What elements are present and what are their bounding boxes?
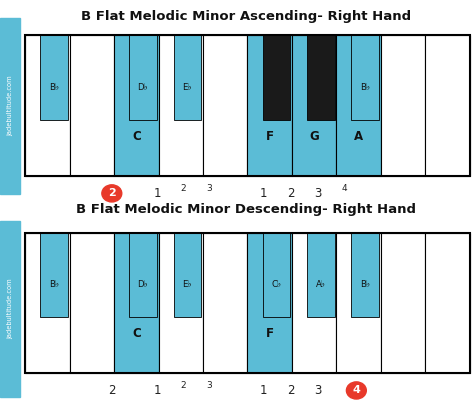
Bar	[173, 233, 201, 317]
Bar	[425, 35, 470, 176]
Bar	[203, 233, 247, 373]
Text: B♭: B♭	[360, 280, 370, 289]
Bar	[0, 221, 20, 397]
Text: B♭: B♭	[49, 83, 59, 92]
Text: 1: 1	[260, 187, 268, 200]
Text: A: A	[354, 130, 363, 143]
Text: 1: 1	[154, 384, 161, 397]
Bar	[337, 35, 381, 176]
Bar	[203, 35, 247, 176]
Text: C: C	[132, 130, 141, 143]
Bar	[25, 233, 470, 373]
Bar	[25, 35, 70, 176]
Bar	[307, 233, 335, 317]
Bar	[247, 233, 292, 373]
Bar	[173, 35, 201, 120]
Text: 4: 4	[342, 184, 347, 193]
Text: 2: 2	[287, 187, 295, 200]
Text: 2: 2	[180, 381, 186, 390]
Text: F: F	[265, 130, 273, 143]
Text: B Flat Melodic Minor Descending- Right Hand: B Flat Melodic Minor Descending- Right H…	[76, 203, 417, 216]
Bar	[40, 233, 68, 317]
Text: C♭: C♭	[271, 280, 282, 289]
Text: G: G	[309, 130, 319, 143]
Text: D♭: D♭	[137, 83, 148, 92]
Bar	[158, 233, 203, 373]
Bar	[158, 35, 203, 176]
Bar	[307, 35, 335, 120]
Bar	[40, 35, 68, 120]
Text: 1: 1	[260, 384, 268, 397]
Bar	[0, 18, 20, 194]
Text: F: F	[265, 327, 273, 340]
Text: E♭: E♭	[182, 280, 192, 289]
Bar	[129, 35, 157, 120]
Bar	[25, 233, 70, 373]
Text: jadebultitude.com: jadebultitude.com	[7, 279, 13, 339]
Bar	[351, 35, 379, 120]
Bar	[292, 35, 337, 176]
Bar	[247, 35, 292, 176]
Text: 2: 2	[108, 188, 116, 198]
Text: 3: 3	[207, 184, 212, 193]
Bar	[70, 35, 114, 176]
Text: 3: 3	[207, 381, 212, 390]
Text: B Flat Melodic Minor Ascending- Right Hand: B Flat Melodic Minor Ascending- Right Ha…	[82, 10, 411, 23]
Text: B♭: B♭	[360, 83, 370, 92]
Circle shape	[102, 185, 122, 202]
Text: 2: 2	[108, 384, 116, 397]
Text: B♭: B♭	[49, 280, 59, 289]
Bar	[263, 233, 290, 317]
Text: 3: 3	[314, 384, 321, 397]
Bar	[114, 233, 158, 373]
Text: D♭: D♭	[137, 280, 148, 289]
Bar	[292, 233, 337, 373]
Bar	[425, 233, 470, 373]
Bar	[70, 233, 114, 373]
Text: 2: 2	[287, 384, 295, 397]
Bar	[25, 35, 470, 176]
Bar	[351, 233, 379, 317]
Bar	[381, 35, 425, 176]
Text: C: C	[132, 327, 141, 340]
Bar	[263, 35, 290, 120]
Circle shape	[346, 382, 366, 399]
Bar	[337, 233, 381, 373]
Bar	[129, 233, 157, 317]
Text: E♭: E♭	[182, 83, 192, 92]
Text: 1: 1	[154, 187, 161, 200]
Bar	[381, 233, 425, 373]
Text: 4: 4	[353, 386, 360, 395]
Bar	[114, 35, 158, 176]
Text: jadebultitude.com: jadebultitude.com	[7, 76, 13, 136]
Text: 2: 2	[180, 184, 186, 193]
Text: 3: 3	[314, 187, 321, 200]
Text: A♭: A♭	[316, 280, 326, 289]
